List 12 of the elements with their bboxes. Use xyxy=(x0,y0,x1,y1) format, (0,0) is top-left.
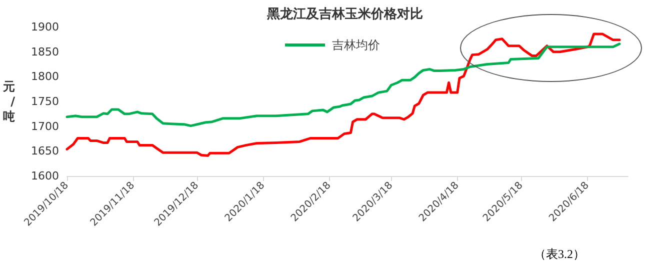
y-tick-label: 1750 xyxy=(31,95,59,108)
y-tick-label: 1850 xyxy=(31,45,59,58)
y-tick-label: 1900 xyxy=(31,20,59,34)
y-tick-label: 1600 xyxy=(31,170,59,182)
y-tick-label: 1800 xyxy=(31,70,59,84)
chart-title: 黑龙江及吉林玉米价格对比 xyxy=(266,7,423,22)
y-axis-title: 元/吨 xyxy=(2,80,16,124)
text: （表3.2） xyxy=(534,246,585,263)
y-tick-label: 1700 xyxy=(31,120,59,133)
legend-label: 吉林均价 xyxy=(332,38,380,52)
y-tick-label: 1650 xyxy=(31,144,59,158)
line-series xyxy=(66,32,621,157)
